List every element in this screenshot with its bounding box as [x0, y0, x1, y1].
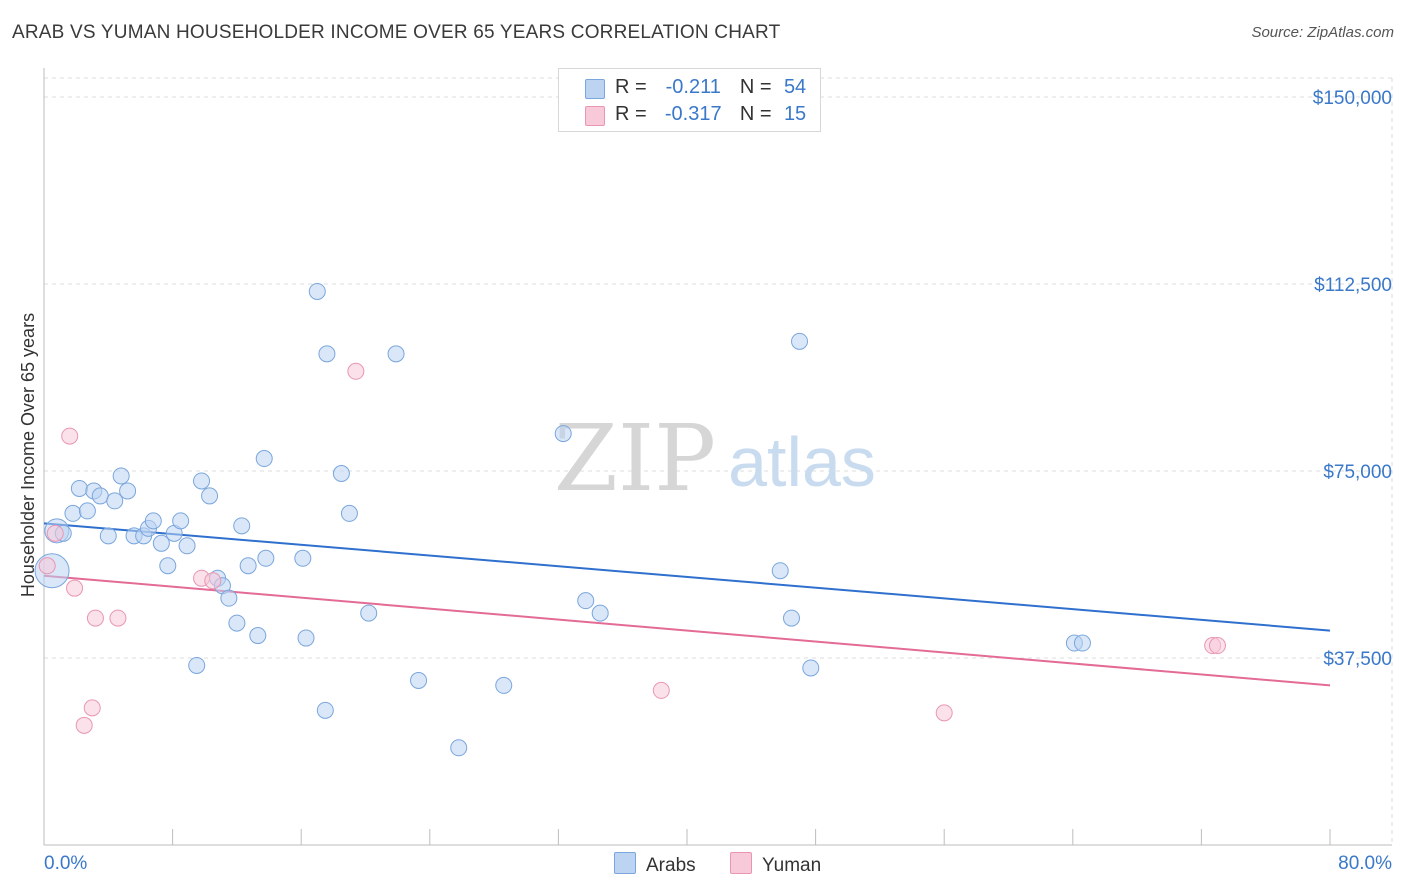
point-arabs — [78, 502, 96, 520]
point-yuman — [652, 681, 670, 699]
x-tick-labels: 0.0% 80.0% — [44, 853, 1392, 874]
point-yuman — [61, 427, 79, 445]
point-yuman — [86, 609, 104, 627]
point-yuman — [347, 362, 365, 380]
point-arabs — [159, 557, 177, 575]
point-arabs — [70, 479, 88, 497]
point-yuman — [109, 609, 127, 627]
trend-line-yuman — [43, 574, 1331, 687]
watermark: ZIP atlas — [554, 405, 876, 512]
point-yuman — [66, 579, 84, 597]
x-tick-label: 80.0% — [1338, 853, 1392, 874]
point-yuman — [204, 572, 222, 590]
bottom-legend-yuman: Yuman — [730, 852, 821, 877]
point-arabs — [188, 656, 206, 674]
point-yuman — [46, 524, 64, 542]
point-arabs — [316, 701, 334, 719]
point-arabs — [257, 549, 275, 567]
point-arabs — [144, 512, 162, 530]
arabs-legend-label: Arabs — [646, 855, 696, 876]
watermark-zip: ZIP — [554, 405, 716, 512]
point-arabs — [178, 537, 196, 555]
point-arabs — [228, 614, 246, 632]
arabs-r-value: -0.211 — [665, 76, 721, 98]
correlation-legend: R = -0.211 N = 54 R = -0.317 N = 15 — [558, 68, 821, 132]
point-arabs — [233, 517, 251, 535]
point-arabs — [249, 627, 267, 645]
point-arabs — [91, 487, 109, 505]
arabs-legend-swatch — [614, 852, 636, 874]
yuman-r-value: -0.317 — [664, 103, 722, 125]
point-yuman — [83, 699, 101, 717]
point-yuman — [38, 557, 56, 575]
point-arabs — [220, 589, 238, 607]
point-arabs — [201, 487, 219, 505]
trend-line-arabs — [43, 522, 1331, 632]
arabs-n-value: 54 — [783, 76, 807, 98]
legend-r-label: R = — [615, 103, 647, 125]
point-arabs — [193, 472, 211, 490]
point-arabs — [99, 527, 117, 545]
legend-n-label: N = — [739, 76, 772, 98]
point-arabs — [332, 464, 350, 482]
legend-r-label: R = — [615, 76, 647, 98]
point-arabs — [495, 676, 513, 694]
y-axis-label: Householder Income Over 65 years — [18, 313, 38, 597]
point-arabs — [172, 512, 190, 530]
point-arabs — [577, 592, 595, 610]
point-yuman — [935, 704, 953, 722]
point-arabs — [119, 482, 137, 500]
watermark-atlas: atlas — [728, 423, 876, 501]
point-arabs — [387, 345, 405, 363]
point-arabs — [554, 425, 572, 443]
y-tick-labels: $37,500 $75,000 $112,500 $150,000 — [1313, 88, 1392, 670]
yuman-n-value: 15 — [783, 103, 807, 125]
yuman-swatch — [585, 106, 605, 126]
point-arabs — [152, 534, 170, 552]
y-tick-label: $150,000 — [1313, 88, 1392, 109]
y-tick-label: $75,000 — [1323, 462, 1392, 483]
source-label: Source: ZipAtlas.com — [1251, 24, 1394, 41]
point-arabs — [318, 345, 336, 363]
point-arabs — [802, 659, 820, 677]
point-yuman — [75, 716, 93, 734]
point-arabs — [360, 604, 378, 622]
data-points — [34, 282, 1226, 757]
grid-lines — [44, 77, 1393, 845]
arabs-swatch — [585, 79, 605, 99]
chart-title: ARAB VS YUMAN HOUSEHOLDER INCOME OVER 65… — [12, 22, 781, 43]
x-tick-label: 0.0% — [44, 853, 87, 874]
point-arabs — [591, 604, 609, 622]
point-arabs — [112, 467, 130, 485]
point-arabs — [450, 739, 468, 757]
y-tick-label: $112,500 — [1314, 275, 1392, 296]
point-arabs — [106, 492, 124, 510]
point-arabs — [410, 671, 428, 689]
yuman-legend-label: Yuman — [762, 855, 822, 876]
point-arabs — [771, 562, 789, 580]
axes — [43, 68, 1392, 846]
point-arabs — [255, 450, 273, 468]
point-arabs — [308, 282, 326, 300]
point-arabs — [239, 557, 257, 575]
y-tick-label: $37,500 — [1323, 649, 1392, 670]
point-arabs — [340, 504, 358, 522]
point-arabs — [782, 609, 800, 627]
trend-lines — [43, 522, 1331, 687]
point-arabs — [297, 629, 315, 647]
point-arabs — [1073, 634, 1091, 652]
point-yuman — [1208, 637, 1226, 655]
point-arabs — [791, 332, 809, 350]
point-arabs — [294, 549, 312, 567]
point-arabs — [64, 504, 82, 522]
yuman-legend-swatch — [730, 852, 752, 874]
bottom-legend-arabs: Arabs — [614, 852, 696, 877]
legend-n-label: N = — [739, 103, 772, 125]
